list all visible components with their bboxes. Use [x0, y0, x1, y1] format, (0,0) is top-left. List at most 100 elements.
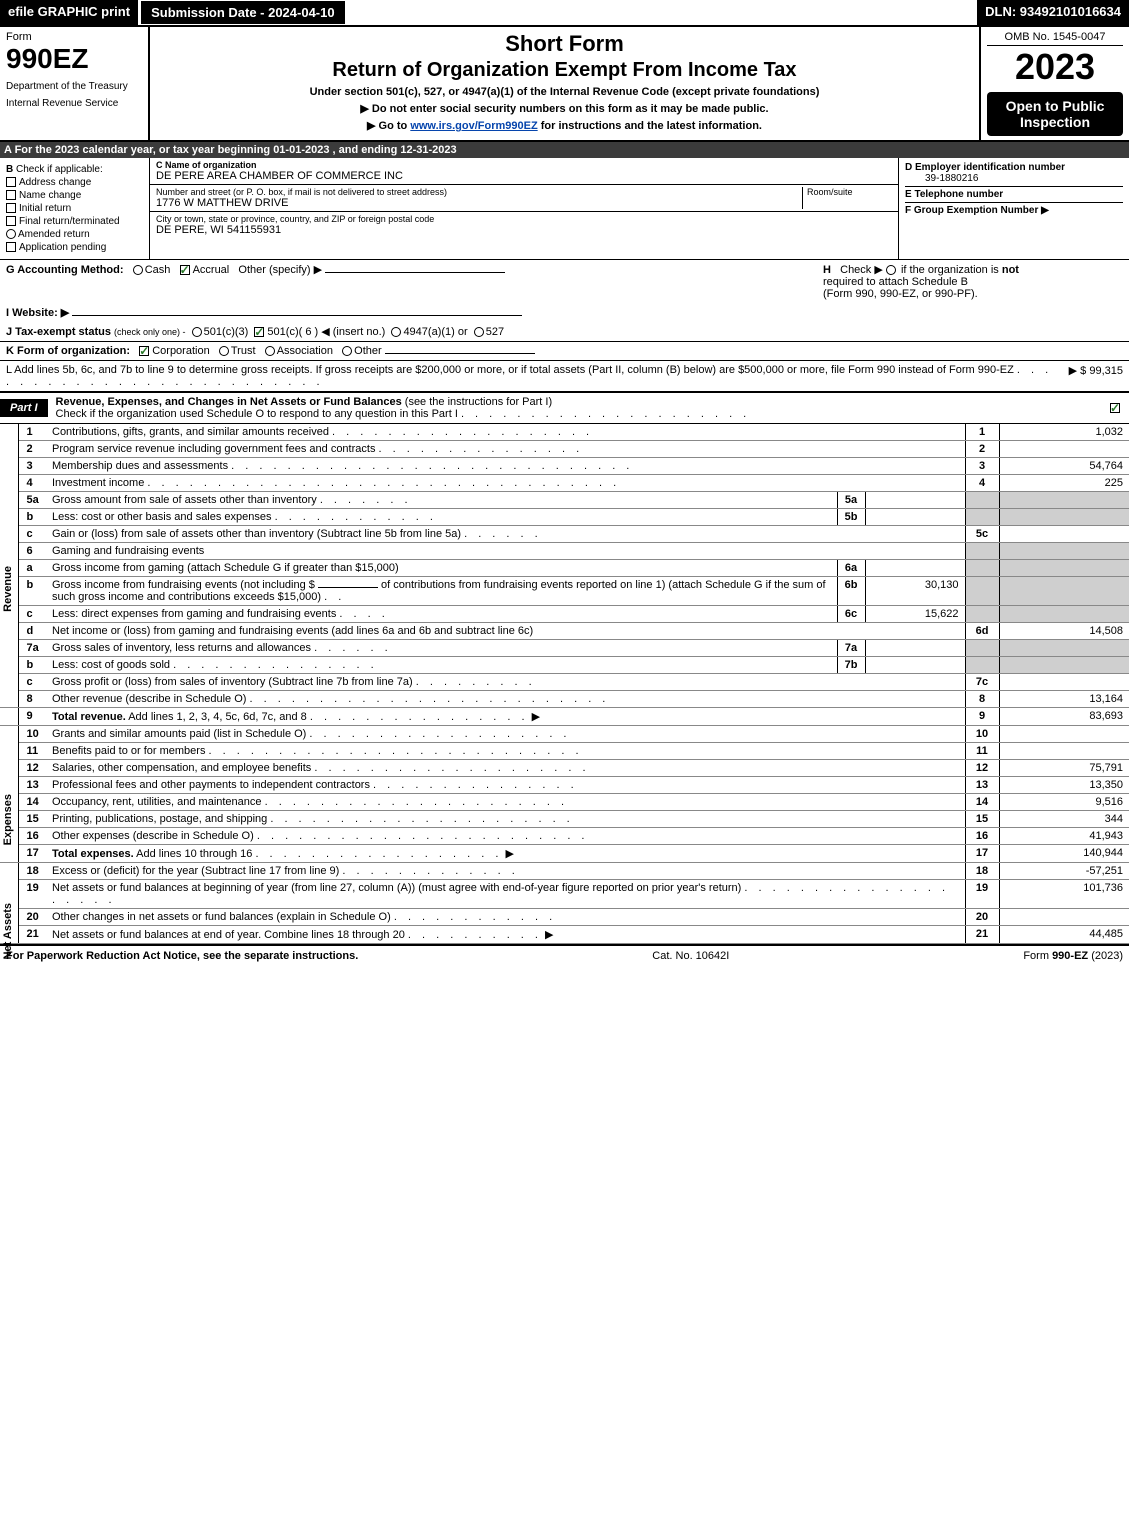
radio-501c3[interactable]	[192, 327, 202, 337]
line-i: I Website: ▶	[0, 303, 1129, 322]
l6a-numshade	[965, 560, 999, 577]
l6a-n: a	[18, 560, 48, 577]
line-j: J Tax-exempt status (check only one) - 5…	[0, 322, 1129, 342]
opt-application-pending: Application pending	[19, 242, 106, 253]
row-6b: b Gross income from fundraising events (…	[0, 577, 1129, 606]
radio-other[interactable]	[342, 346, 352, 356]
subtitle: Under section 501(c), 527, or 4947(a)(1)…	[154, 86, 975, 98]
org-name: DE PERE AREA CHAMBER OF COMMERCE INC	[156, 170, 892, 182]
radio-4947[interactable]	[391, 327, 401, 337]
chk-corporation[interactable]	[139, 346, 149, 356]
l6b-d: Gross income from fundraising events (no…	[52, 579, 315, 591]
l16-d: Other expenses (describe in Schedule O)	[52, 830, 254, 842]
l6c-vshade	[999, 606, 1129, 623]
chk-accrual[interactable]	[180, 265, 190, 275]
l11-n: 11	[18, 743, 48, 760]
website-input[interactable]	[72, 315, 522, 316]
l7b-d: Less: cost of goods sold	[52, 659, 170, 671]
c-name-row: C Name of organization DE PERE AREA CHAM…	[150, 158, 898, 185]
l18-v: -57,251	[999, 863, 1129, 880]
e-label: E Telephone number	[905, 189, 1123, 200]
row-17: 17 Total expenses. Add lines 10 through …	[0, 845, 1129, 863]
l6-d: Gaming and fundraising events	[48, 543, 965, 560]
goto-post: for instructions and the latest informat…	[538, 120, 762, 132]
radio-h[interactable]	[886, 265, 896, 275]
g-other-input[interactable]	[325, 272, 505, 273]
c-room-label: Room/suite	[807, 187, 892, 197]
row-6c: c Less: direct expenses from gaming and …	[0, 606, 1129, 623]
l7c-v	[999, 674, 1129, 691]
dept-treasury: Department of the Treasury	[6, 81, 142, 92]
radio-trust[interactable]	[219, 346, 229, 356]
k-corp: Corporation	[152, 345, 209, 357]
l6a-vshade	[999, 560, 1129, 577]
l6b-input[interactable]	[318, 587, 378, 588]
chk-application-pending[interactable]	[6, 242, 16, 252]
row-7a: 7a Gross sales of inventory, less return…	[0, 640, 1129, 657]
opt-amended-return: Amended return	[18, 229, 90, 240]
chk-name-change[interactable]	[6, 190, 16, 200]
chk-address-change[interactable]	[6, 177, 16, 187]
l17-arrow: ▶	[505, 848, 513, 860]
l4-v: 225	[999, 475, 1129, 492]
l5a-n: 5a	[18, 492, 48, 509]
data-table: Revenue 1 Contributions, gifts, grants, …	[0, 424, 1129, 944]
l16-num: 16	[965, 828, 999, 845]
l6-numshade	[965, 543, 999, 560]
l6a-sv	[865, 560, 965, 577]
l5a-d: Gross amount from sale of assets other t…	[52, 494, 317, 506]
row-6d: d Net income or (loss) from gaming and f…	[0, 623, 1129, 640]
l6b-n: b	[18, 577, 48, 606]
d-ein-row: D Employer identification number 39-1880…	[905, 160, 1123, 187]
row-13: 13 Professional fees and other payments …	[0, 777, 1129, 794]
radio-assoc[interactable]	[265, 346, 275, 356]
form-number: 990EZ	[6, 43, 142, 75]
l11-num: 11	[965, 743, 999, 760]
l19-v: 101,736	[999, 880, 1129, 909]
l7a-numshade	[965, 640, 999, 657]
chk-final-return[interactable]	[6, 216, 16, 226]
line-g-h: G Accounting Method: Cash Accrual Other …	[0, 260, 1129, 303]
l9-num: 9	[965, 708, 999, 726]
row-6: 6 Gaming and fundraising events	[0, 543, 1129, 560]
l5b-vshade	[999, 509, 1129, 526]
vert-revenue: Revenue	[0, 424, 18, 708]
g-block: G Accounting Method: Cash Accrual Other …	[6, 263, 823, 300]
c-addr-row: Number and street (or P. O. box, if mail…	[150, 185, 898, 212]
l20-num: 20	[965, 909, 999, 926]
l5c-v	[999, 526, 1129, 543]
k-trust: Trust	[231, 345, 256, 357]
radio-527[interactable]	[474, 327, 484, 337]
chk-amended-return[interactable]	[6, 229, 16, 239]
k-other: Other	[354, 345, 382, 357]
irs-link[interactable]: www.irs.gov/Form990EZ	[410, 120, 537, 132]
l9-arrow: ▶	[532, 711, 540, 723]
efile-label[interactable]: efile GRAPHIC print	[0, 0, 138, 25]
goto-line: ▶ Go to www.irs.gov/Form990EZ for instru…	[154, 119, 975, 132]
short-form-title: Short Form	[154, 31, 975, 57]
footer-center: Cat. No. 10642I	[652, 950, 729, 962]
row-10: Expenses 10 Grants and similar amounts p…	[0, 726, 1129, 743]
l7c-d: Gross profit or (loss) from sales of inv…	[52, 676, 413, 688]
line-l: L Add lines 5b, 6c, and 7b to line 9 to …	[0, 361, 1129, 392]
h-label: H	[823, 264, 831, 276]
b-label: B	[6, 164, 13, 175]
d-label: D Employer identification number	[905, 162, 1123, 173]
radio-cash[interactable]	[133, 265, 143, 275]
chk-schedule-o[interactable]	[1110, 403, 1120, 413]
k-other-input[interactable]	[385, 353, 535, 354]
l5c-d: Gain or (loss) from sale of assets other…	[52, 528, 461, 540]
l19-d: Net assets or fund balances at beginning…	[52, 882, 741, 894]
l6b-vshade	[999, 577, 1129, 606]
l10-n: 10	[18, 726, 48, 743]
l9-d: Total revenue.	[52, 711, 126, 723]
l14-v: 9,516	[999, 794, 1129, 811]
form-header: Form 990EZ Department of the Treasury In…	[0, 27, 1129, 142]
chk-initial-return[interactable]	[6, 203, 16, 213]
footer-right-bold: 990-EZ	[1052, 950, 1088, 962]
row-5a: 5a Gross amount from sale of assets othe…	[0, 492, 1129, 509]
l5b-numshade	[965, 509, 999, 526]
row-6a: a Gross income from gaming (attach Sched…	[0, 560, 1129, 577]
l6-n: 6	[18, 543, 48, 560]
chk-501c[interactable]	[254, 327, 264, 337]
